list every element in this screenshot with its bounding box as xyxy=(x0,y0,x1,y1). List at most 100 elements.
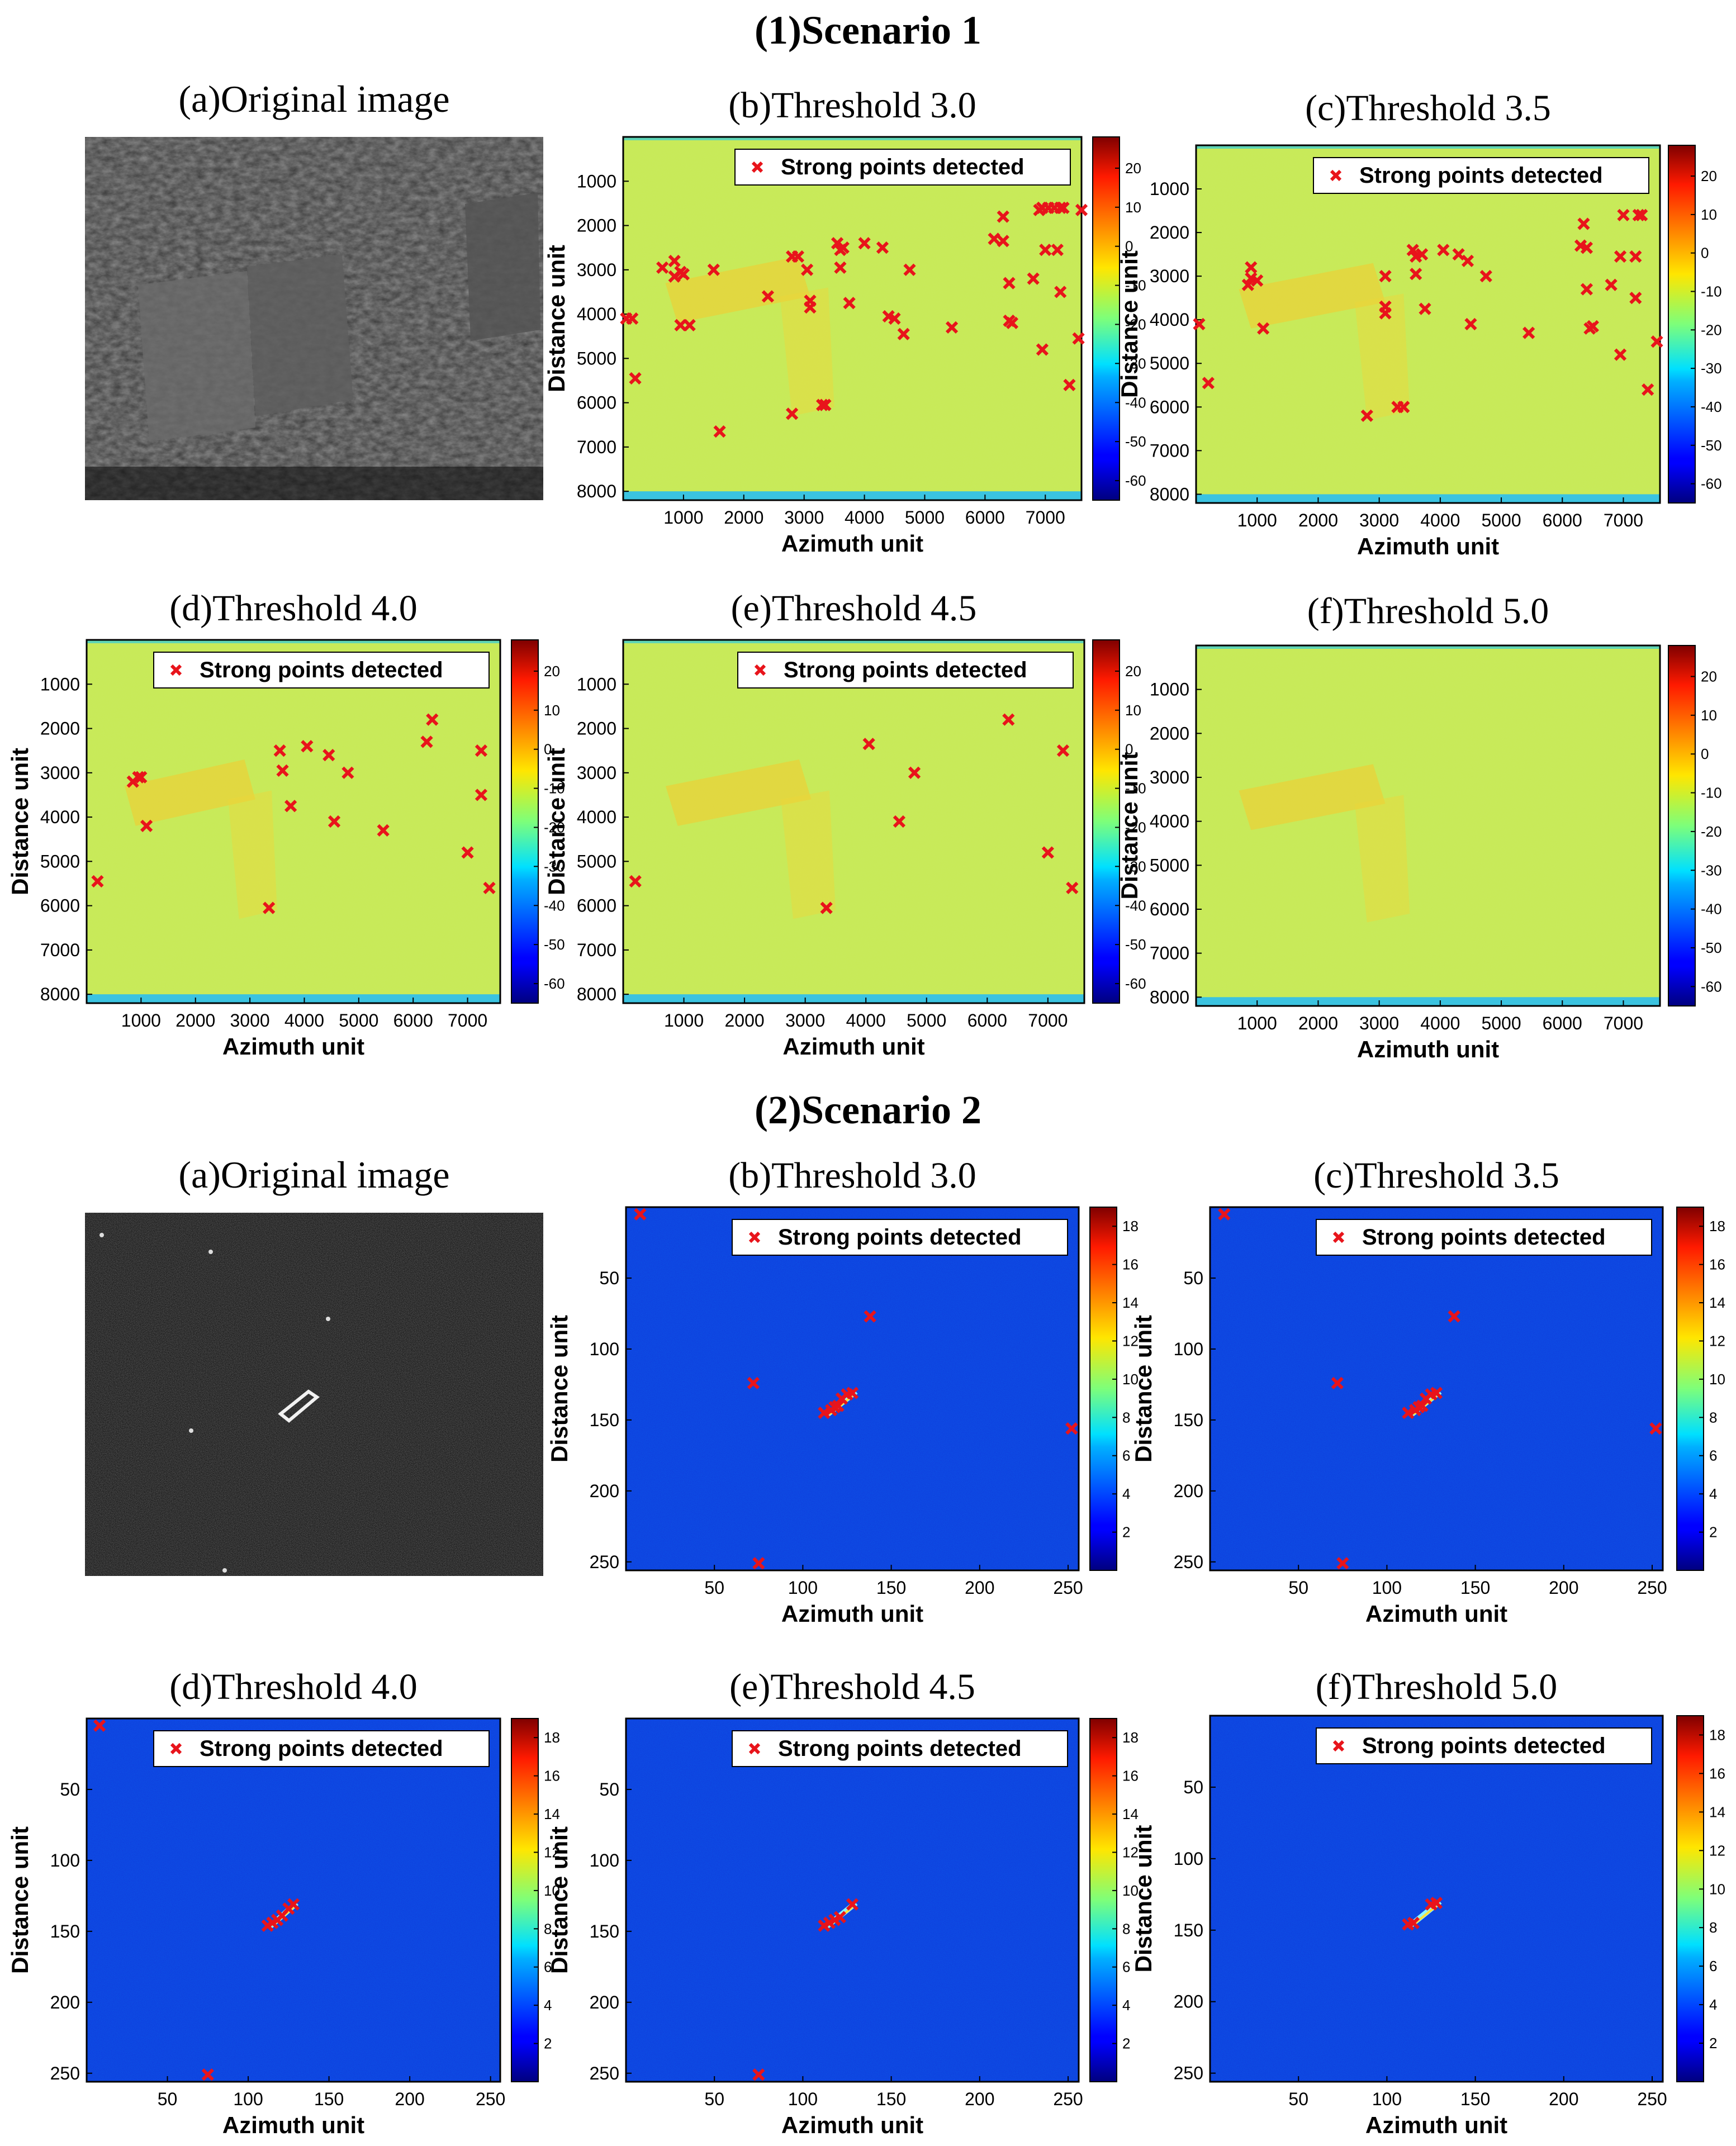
x-tick-label: 5000 xyxy=(339,1010,378,1031)
marker-stroke xyxy=(858,237,871,250)
marker-stroke xyxy=(1635,208,1648,221)
marker-stroke xyxy=(1605,278,1618,291)
x-tick-label: 50 xyxy=(1288,1578,1308,1598)
strong-point-marker xyxy=(1003,277,1016,289)
marker-stroke xyxy=(862,738,875,751)
x-tick-label: 1000 xyxy=(1237,510,1277,530)
y-tick-label: 7000 xyxy=(40,940,80,960)
strong-point-marker xyxy=(800,263,814,276)
y-tick-label: 50 xyxy=(599,1779,619,1800)
strong-point-marker xyxy=(1580,283,1593,296)
strong-point-marker xyxy=(1063,378,1076,392)
colorbar-tick-label: -10 xyxy=(1701,785,1722,801)
y-tick-label: 50 xyxy=(60,1779,80,1800)
colorbar-tick-label: 4 xyxy=(544,1997,552,2014)
marker-stroke xyxy=(997,210,1009,223)
marker-stroke xyxy=(1002,713,1015,726)
y-axis-label: Distance unit xyxy=(1130,1825,1156,1973)
colorbar xyxy=(1676,1715,1704,2082)
marker-stroke xyxy=(461,846,474,859)
colorbar-tick-label: 12 xyxy=(1709,1332,1725,1349)
strong-point-marker xyxy=(1002,713,1015,726)
strong-point-marker xyxy=(908,766,921,779)
marker-stroke xyxy=(135,771,148,784)
x-axis-label: Azimuth unit xyxy=(1357,533,1499,559)
x-tick-label: 7000 xyxy=(1604,1013,1643,1033)
colorbar-tick-label: 8 xyxy=(1122,1409,1130,1426)
y-tick-label: 7000 xyxy=(577,940,616,960)
strong-point-marker xyxy=(1419,302,1431,315)
panel-title: (f)Threshold 5.0 xyxy=(1307,591,1549,632)
strong-point-marker xyxy=(135,771,148,784)
strong-point-marker xyxy=(1629,250,1642,263)
plot-frame xyxy=(1209,1206,1664,1571)
strong-point-marker xyxy=(201,2068,214,2081)
colorbar-tick-label: -50 xyxy=(1125,936,1146,953)
strong-point-marker xyxy=(713,425,726,438)
y-tick-label: 200 xyxy=(1174,1481,1203,1501)
marker-stroke xyxy=(1057,201,1070,214)
y-axis-label: Distance unit xyxy=(546,1826,572,1974)
colorbar-tick-label: -10 xyxy=(1125,277,1146,294)
y-tick-label: 50 xyxy=(599,1268,619,1288)
marker-stroke xyxy=(1039,244,1052,257)
x-tick-label: 6000 xyxy=(1543,510,1582,530)
colorbar-tick-label: 2 xyxy=(544,2035,552,2052)
strong-point-marker xyxy=(1245,261,1258,274)
marker-stroke xyxy=(1614,250,1627,263)
y-tick-label: 5000 xyxy=(1150,353,1189,373)
strong-point-marker xyxy=(341,766,354,779)
y-tick-label: 4000 xyxy=(577,807,616,827)
colorbar-tick-label: 20 xyxy=(544,663,560,680)
y-tick-label: 8000 xyxy=(1150,987,1189,1007)
strong-point-marker xyxy=(1241,278,1254,291)
strong-point-marker xyxy=(1027,272,1040,285)
marker-stroke xyxy=(997,235,1009,248)
colorbar-tick-label: 16 xyxy=(1709,1256,1725,1273)
marker-stroke xyxy=(677,268,690,281)
colorbar-tick-label: -50 xyxy=(544,936,565,953)
strong-point-marker xyxy=(1629,292,1642,305)
strong-point-marker xyxy=(1218,1208,1231,1221)
y-tick-label: 5000 xyxy=(577,348,616,368)
colorbar-tick-label: 2 xyxy=(1709,2035,1717,2052)
strong-point-marker xyxy=(634,1208,647,1221)
marker-stroke xyxy=(1642,383,1654,396)
y-tick-label: 4000 xyxy=(1150,811,1189,832)
colorbar-tick-label: -40 xyxy=(544,897,565,914)
y-tick-label: 8000 xyxy=(577,481,616,501)
colorbar-tick-label: -10 xyxy=(1125,780,1146,797)
bright-speck xyxy=(189,1428,193,1433)
strong-point-marker xyxy=(862,738,875,751)
strong-point-marker xyxy=(752,1557,765,1570)
bright-speck xyxy=(208,1250,213,1254)
strong-point-marker xyxy=(858,237,871,250)
strong-point-marker xyxy=(1632,208,1645,221)
y-tick-label: 150 xyxy=(590,1410,619,1430)
strong-point-marker xyxy=(1410,268,1422,281)
marker-stroke xyxy=(629,372,642,385)
marker-stroke xyxy=(1041,846,1054,859)
marker-stroke xyxy=(1649,1422,1662,1435)
x-tick-label: 150 xyxy=(314,2089,344,2109)
colorbar-tick-label: 10 xyxy=(1125,199,1141,216)
colorbar-tick-label: 4 xyxy=(1122,1997,1130,2014)
strong-point-marker xyxy=(1605,278,1618,291)
colorbar xyxy=(1668,145,1696,504)
strong-point-marker xyxy=(328,815,341,828)
colorbar-tick-label: 4 xyxy=(1709,1996,1717,2013)
x-tick-label: 5000 xyxy=(905,507,945,528)
strong-point-marker xyxy=(707,263,720,276)
x-axis-label: Azimuth unit xyxy=(782,1033,924,1060)
heatmap-bright-region xyxy=(1239,764,1386,830)
heatmap-edge-band xyxy=(623,491,1082,500)
marker-stroke xyxy=(1193,317,1206,331)
colorbar-tick-label: 0 xyxy=(1701,746,1709,762)
x-tick-label: 1000 xyxy=(121,1010,161,1031)
x-tick-label: 250 xyxy=(476,2089,505,2109)
strong-point-marker xyxy=(656,261,669,274)
marker-stroke xyxy=(1072,332,1085,345)
y-tick-label: 200 xyxy=(1174,1992,1203,2012)
strong-point-marker xyxy=(1407,1916,1420,1930)
strong-point-marker xyxy=(1464,317,1477,331)
